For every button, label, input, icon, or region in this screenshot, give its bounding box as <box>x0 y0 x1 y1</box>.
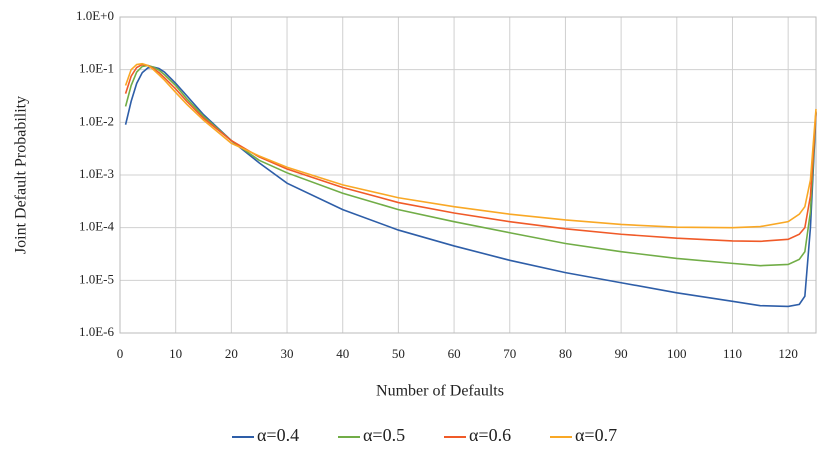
y-tick-label: 1.0E-3 <box>79 166 114 181</box>
x-tick-label: 60 <box>448 346 461 361</box>
y-tick-label: 1.0E-4 <box>79 219 115 234</box>
series-line <box>124 63 817 243</box>
series-line <box>124 64 817 267</box>
x-tick-label: 80 <box>559 346 572 361</box>
y-tick-label: 1.0E-6 <box>79 324 115 339</box>
x-axis-title: Number of Defaults <box>376 383 504 400</box>
y-tick-label: 1.0E-1 <box>79 61 114 76</box>
x-tick-label: 0 <box>117 346 124 361</box>
x-tick-label: 10 <box>169 346 182 361</box>
y-tick-label: 1.0E-5 <box>79 271 114 286</box>
x-tick-label: 70 <box>503 346 516 361</box>
series-line <box>124 66 817 308</box>
y-tick-label: 1.0E-2 <box>79 113 114 128</box>
y-tick-label: 1.0E+0 <box>76 8 114 23</box>
x-tick-label: 20 <box>225 346 238 361</box>
x-tick-label: 50 <box>392 346 405 361</box>
legend-label: α=0.7 <box>575 425 617 445</box>
x-tick-label: 110 <box>723 346 742 361</box>
x-tick-label: 100 <box>667 346 687 361</box>
x-tick-label: 90 <box>615 346 628 361</box>
plot-frame <box>119 16 817 334</box>
legend-label: α=0.5 <box>363 425 405 445</box>
series-line <box>124 62 817 229</box>
x-tick-label: 40 <box>336 346 349 361</box>
x-tick-label: 30 <box>281 346 294 361</box>
legend-label: α=0.6 <box>469 425 511 445</box>
x-tick-label: 120 <box>778 346 798 361</box>
y-axis-title: Joint Default Probability <box>13 96 30 254</box>
legend-label: α=0.4 <box>257 425 299 445</box>
